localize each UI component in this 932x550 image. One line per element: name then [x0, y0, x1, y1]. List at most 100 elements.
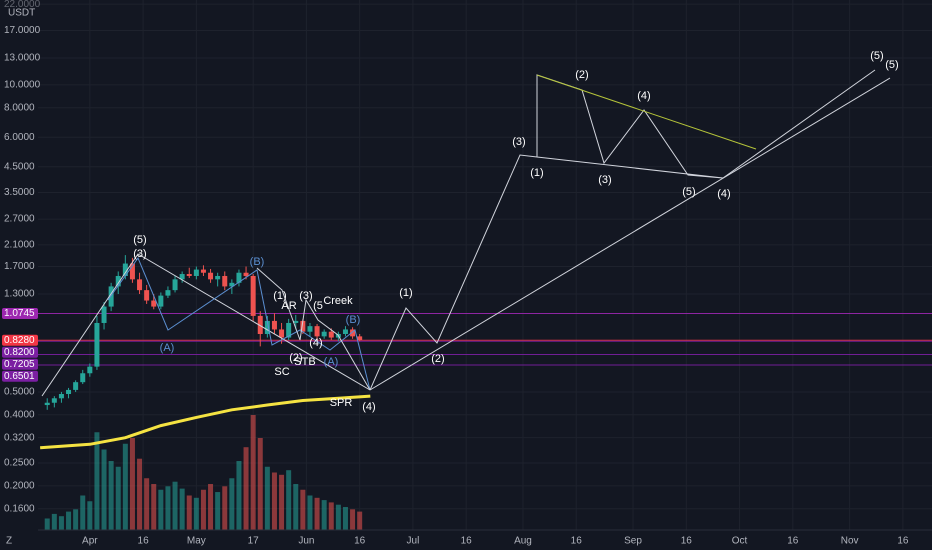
wave-label: (2)	[575, 69, 588, 81]
x-tick-label: 16	[461, 536, 473, 547]
volume-bar	[208, 484, 214, 530]
volume-bar	[108, 461, 114, 530]
candle-body	[101, 306, 107, 323]
price-lines	[38, 313, 932, 366]
y-tick-label: 1.7000	[4, 261, 35, 272]
wave-label: (B)	[250, 256, 265, 268]
wave-label: STB	[294, 356, 315, 368]
wave-label: (5	[313, 300, 323, 312]
volume-bar	[286, 470, 292, 530]
y-tick-label: 6.0000	[4, 132, 35, 143]
volume-bar	[129, 438, 135, 530]
wave-label: (A)	[324, 356, 339, 368]
x-tick-label: 16	[681, 536, 693, 547]
y-tick-label: 2.1000	[4, 240, 35, 251]
x-tick-label: Oct	[732, 536, 748, 547]
projection-line	[722, 69, 876, 179]
volume-bar	[314, 497, 320, 530]
candle-body	[122, 263, 128, 276]
volume-bar	[172, 481, 178, 530]
candle-body	[264, 320, 270, 335]
y-tick-label: 22.0000	[4, 0, 41, 10]
wave-label: (4)	[717, 188, 730, 200]
x-tick-label: 16	[787, 536, 799, 547]
volume-bar	[293, 484, 299, 530]
annotations: (5)(3)(A)(B)(1)AR(3)(5 Creek(B)(4)(2)STB(…	[133, 50, 898, 413]
candle-body	[87, 366, 93, 374]
volume-bar	[51, 513, 57, 530]
wave-label: (5)	[870, 50, 883, 62]
volume-bar	[158, 489, 164, 530]
volume-bar	[271, 472, 277, 530]
wave-line	[256, 267, 371, 391]
volume-bar	[257, 438, 263, 530]
y-tick-label: 10.0000	[4, 80, 41, 91]
volume-bar	[44, 518, 50, 530]
wave-label: (B)	[346, 314, 361, 326]
wave-label: (5)	[885, 59, 898, 71]
wave-label: (5)	[133, 234, 146, 246]
wave-label: (1)	[273, 290, 286, 302]
volume-bar	[87, 501, 93, 530]
price-tag	[2, 308, 38, 320]
wave-label: (2)	[289, 352, 302, 364]
candle-body	[342, 329, 348, 335]
candle-body	[350, 329, 356, 337]
x-tick-label: Apr	[82, 536, 98, 547]
candle-body	[293, 320, 299, 323]
y-tick-label: 0.1600	[4, 503, 35, 514]
volume-bar	[321, 500, 327, 530]
trend-line	[536, 74, 757, 150]
volume-bar	[137, 458, 143, 530]
candle-body	[129, 263, 135, 280]
candle-body	[286, 322, 292, 338]
volume-bar	[307, 495, 313, 530]
price-tag-label: 0.7205	[4, 359, 35, 370]
price-tag-label: 0.8200	[4, 347, 35, 358]
price-tag	[2, 370, 38, 382]
candle-body	[300, 320, 306, 332]
x-tick-label: Jul	[407, 536, 420, 547]
wave-label: (4)	[309, 337, 322, 349]
wave-label: SPR	[330, 397, 353, 409]
candle-body	[144, 290, 150, 301]
price-tag-label: 0.8280	[4, 335, 35, 346]
candle-body	[73, 382, 79, 390]
candle-body	[186, 274, 192, 276]
y-tick-label: 13.0000	[4, 53, 41, 64]
volume-bar	[264, 466, 270, 530]
candle-body	[172, 279, 178, 291]
candle-body	[158, 295, 164, 307]
wave-label: (3)	[133, 248, 146, 260]
candle-body	[279, 329, 285, 338]
projection-line	[369, 77, 891, 391]
price-tag-label: 0.6501	[4, 371, 35, 382]
volume-bar	[122, 443, 128, 530]
abc-line	[107, 256, 371, 391]
volume-bar	[229, 478, 235, 530]
candle-body	[51, 398, 57, 403]
x-tick-label: 16	[897, 536, 909, 547]
candle-body	[229, 282, 235, 287]
volume-bar	[193, 497, 199, 530]
wave-label: (4)	[362, 401, 375, 413]
candle-body	[44, 402, 50, 406]
volume-bar	[73, 509, 79, 530]
y-tick-label: 0.2000	[4, 480, 35, 491]
candle-body	[94, 322, 100, 367]
volume-bar	[342, 507, 348, 530]
x-tick-label: 16	[571, 536, 583, 547]
candle-body	[115, 275, 121, 287]
x-tick-label: May	[187, 536, 206, 547]
volume-bar	[80, 495, 86, 530]
volume-bar	[350, 509, 356, 530]
volume-bar	[66, 511, 72, 530]
x-tick-label: Aug	[514, 536, 532, 547]
volume-pane	[44, 415, 363, 530]
volume-bar	[222, 486, 228, 530]
wave-line	[41, 253, 371, 397]
volume-bar	[151, 484, 157, 530]
wave-label: AR	[281, 300, 296, 312]
